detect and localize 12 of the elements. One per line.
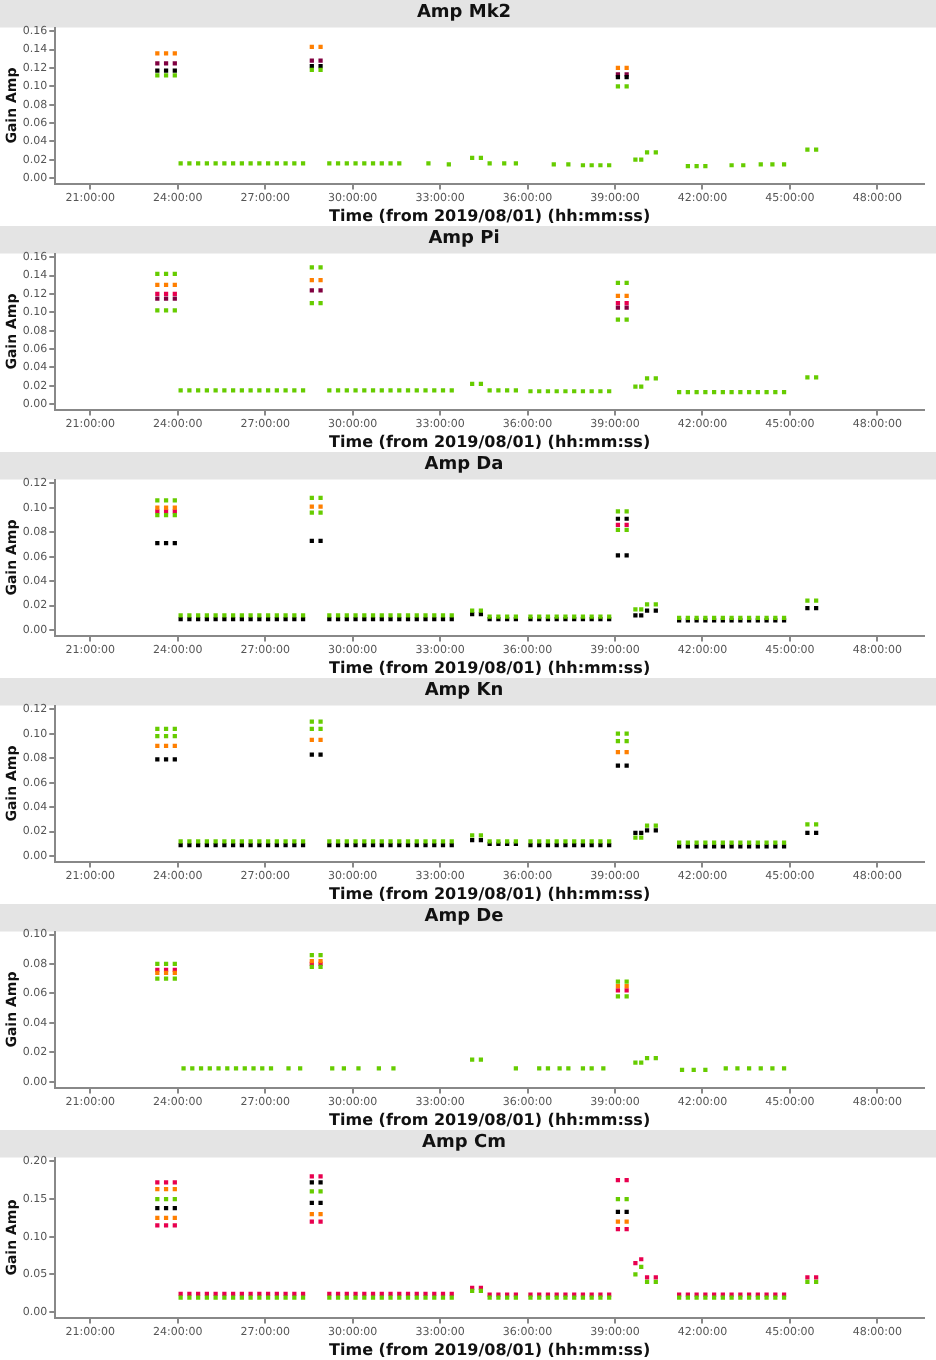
chart-title: Amp Pi [428, 229, 500, 250]
x-axis-title: Time (from 2019/08/01) (hh:mm:ss) [329, 206, 651, 225]
x-axis-title: Time (from 2019/08/01) (hh:mm:ss) [329, 1110, 651, 1129]
x-axis-title: Time (from 2019/08/01) (hh:mm:ss) [329, 658, 651, 677]
chart-title: Amp Cm [422, 1133, 506, 1154]
x-axis-title: Time (from 2019/08/01) (hh:mm:ss) [329, 432, 651, 451]
chart-title: Amp De [424, 907, 504, 928]
x-axis-title: Time (from 2019/08/01) (hh:mm:ss) [329, 884, 651, 903]
chart-title: Amp Mk2 [416, 3, 512, 24]
chart-title: Amp Da [424, 455, 504, 476]
chart-title: Amp Kn [424, 681, 504, 702]
x-axis-title: Time (from 2019/08/01) (hh:mm:ss) [329, 1340, 651, 1359]
